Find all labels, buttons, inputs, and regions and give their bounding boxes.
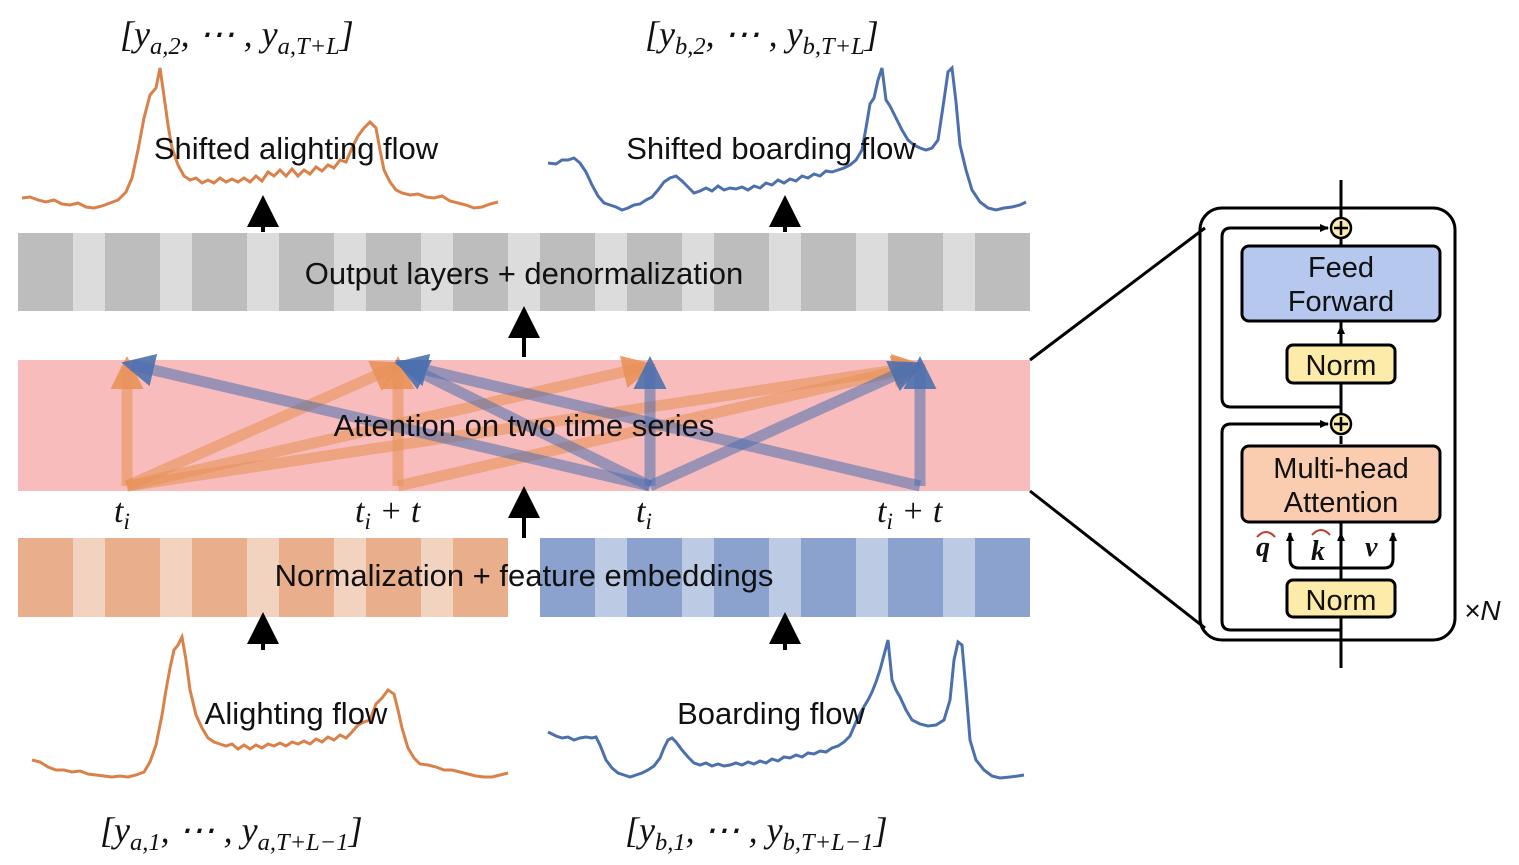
residual-add-top-icon xyxy=(1329,216,1353,240)
curve-shifted-alighting xyxy=(21,67,499,210)
output-sequence-a: [ya,2, ⋯ , ya,T+L] xyxy=(120,14,354,60)
mha-label-2: Attention xyxy=(1284,487,1398,519)
k-hat-icon xyxy=(1311,529,1331,536)
multi-head-attention-box xyxy=(1240,444,1442,524)
norm-bottom-box xyxy=(1285,578,1397,619)
arrow-orange-2 xyxy=(124,360,406,492)
normalization-band-orange xyxy=(18,538,508,617)
time-label-a1: ti xyxy=(114,493,130,534)
shifted-alighting-label: Shifted alighting flow xyxy=(154,131,439,166)
curve-alighting-input xyxy=(31,632,509,779)
svg-text:[yb,2, ⋯ , yb,T+L]: [yb,2, ⋯ , yb,T+L] xyxy=(645,14,879,60)
normalization-label: Normalization + feature embeddings xyxy=(275,558,774,593)
time-label-a2: ti + t xyxy=(355,493,422,534)
arrow-blue-1 xyxy=(121,353,652,492)
arrow-blue-4 xyxy=(394,353,922,492)
svg-text:ti: ti xyxy=(114,493,130,534)
time-label-b2: ti + t xyxy=(877,493,944,534)
normalization-band-blue xyxy=(540,538,1030,617)
norm-top-box xyxy=(1285,343,1397,385)
zoom-line-bottom xyxy=(1029,489,1206,630)
boarding-label: Boarding flow xyxy=(677,696,865,731)
input-sequence-a: [ya,1, ⋯ , ya,T+L−1] xyxy=(100,810,363,856)
output-sequence-b: [yb,2, ⋯ , yb,T+L] xyxy=(645,14,879,60)
residual-add-bottom-icon xyxy=(1329,412,1353,436)
mha-label-1: Multi-head xyxy=(1273,453,1408,485)
repeat-n-label: ×N xyxy=(1464,595,1501,626)
v-label: v xyxy=(1365,532,1378,563)
transformer-block xyxy=(1198,180,1457,668)
shifted-boarding-label: Shifted boarding flow xyxy=(626,131,916,166)
feed-forward-box xyxy=(1240,244,1442,323)
q-hat-icon xyxy=(1256,531,1276,538)
curve-boarding-input xyxy=(547,639,1025,780)
attention-arrows-blue xyxy=(121,353,937,492)
svg-text:[yb,1, ⋯ , yb,T+L−1]: [yb,1, ⋯ , yb,T+L−1] xyxy=(625,810,888,856)
svg-text:ti + t: ti + t xyxy=(877,493,944,534)
norm-bottom-label: Norm xyxy=(1306,585,1377,617)
arrow-blue-2 xyxy=(395,359,653,491)
arrow-blue-6 xyxy=(647,361,924,492)
feed-forward-label-2: Forward xyxy=(1288,286,1394,318)
output-layers-band xyxy=(18,233,1030,311)
curve-shifted-boarding xyxy=(547,64,1027,212)
input-sequence-b: [yb,1, ⋯ , yb,T+L−1] xyxy=(625,810,888,856)
flow-arrows xyxy=(247,195,801,650)
svg-text:[ya,2, ⋯ , ya,T+L]: [ya,2, ⋯ , ya,T+L] xyxy=(120,14,354,60)
output-layers-label: Output layers + denormalization xyxy=(305,256,744,291)
feed-forward-label-1: Feed xyxy=(1308,252,1374,284)
svg-text:ti + t: ti + t xyxy=(355,493,422,534)
attention-label: Attention on two time series xyxy=(334,408,715,443)
svg-text:ti: ti xyxy=(636,493,652,534)
k-label: k xyxy=(1311,536,1325,567)
zoom-line-top xyxy=(1029,226,1206,362)
norm-top-label: Norm xyxy=(1306,350,1377,382)
time-label-b1: ti xyxy=(636,493,652,534)
svg-text:[ya,1, ⋯ , ya,T+L−1]: [ya,1, ⋯ , ya,T+L−1] xyxy=(100,810,363,856)
alighting-label: Alighting flow xyxy=(205,696,388,731)
q-label: q xyxy=(1256,532,1270,563)
